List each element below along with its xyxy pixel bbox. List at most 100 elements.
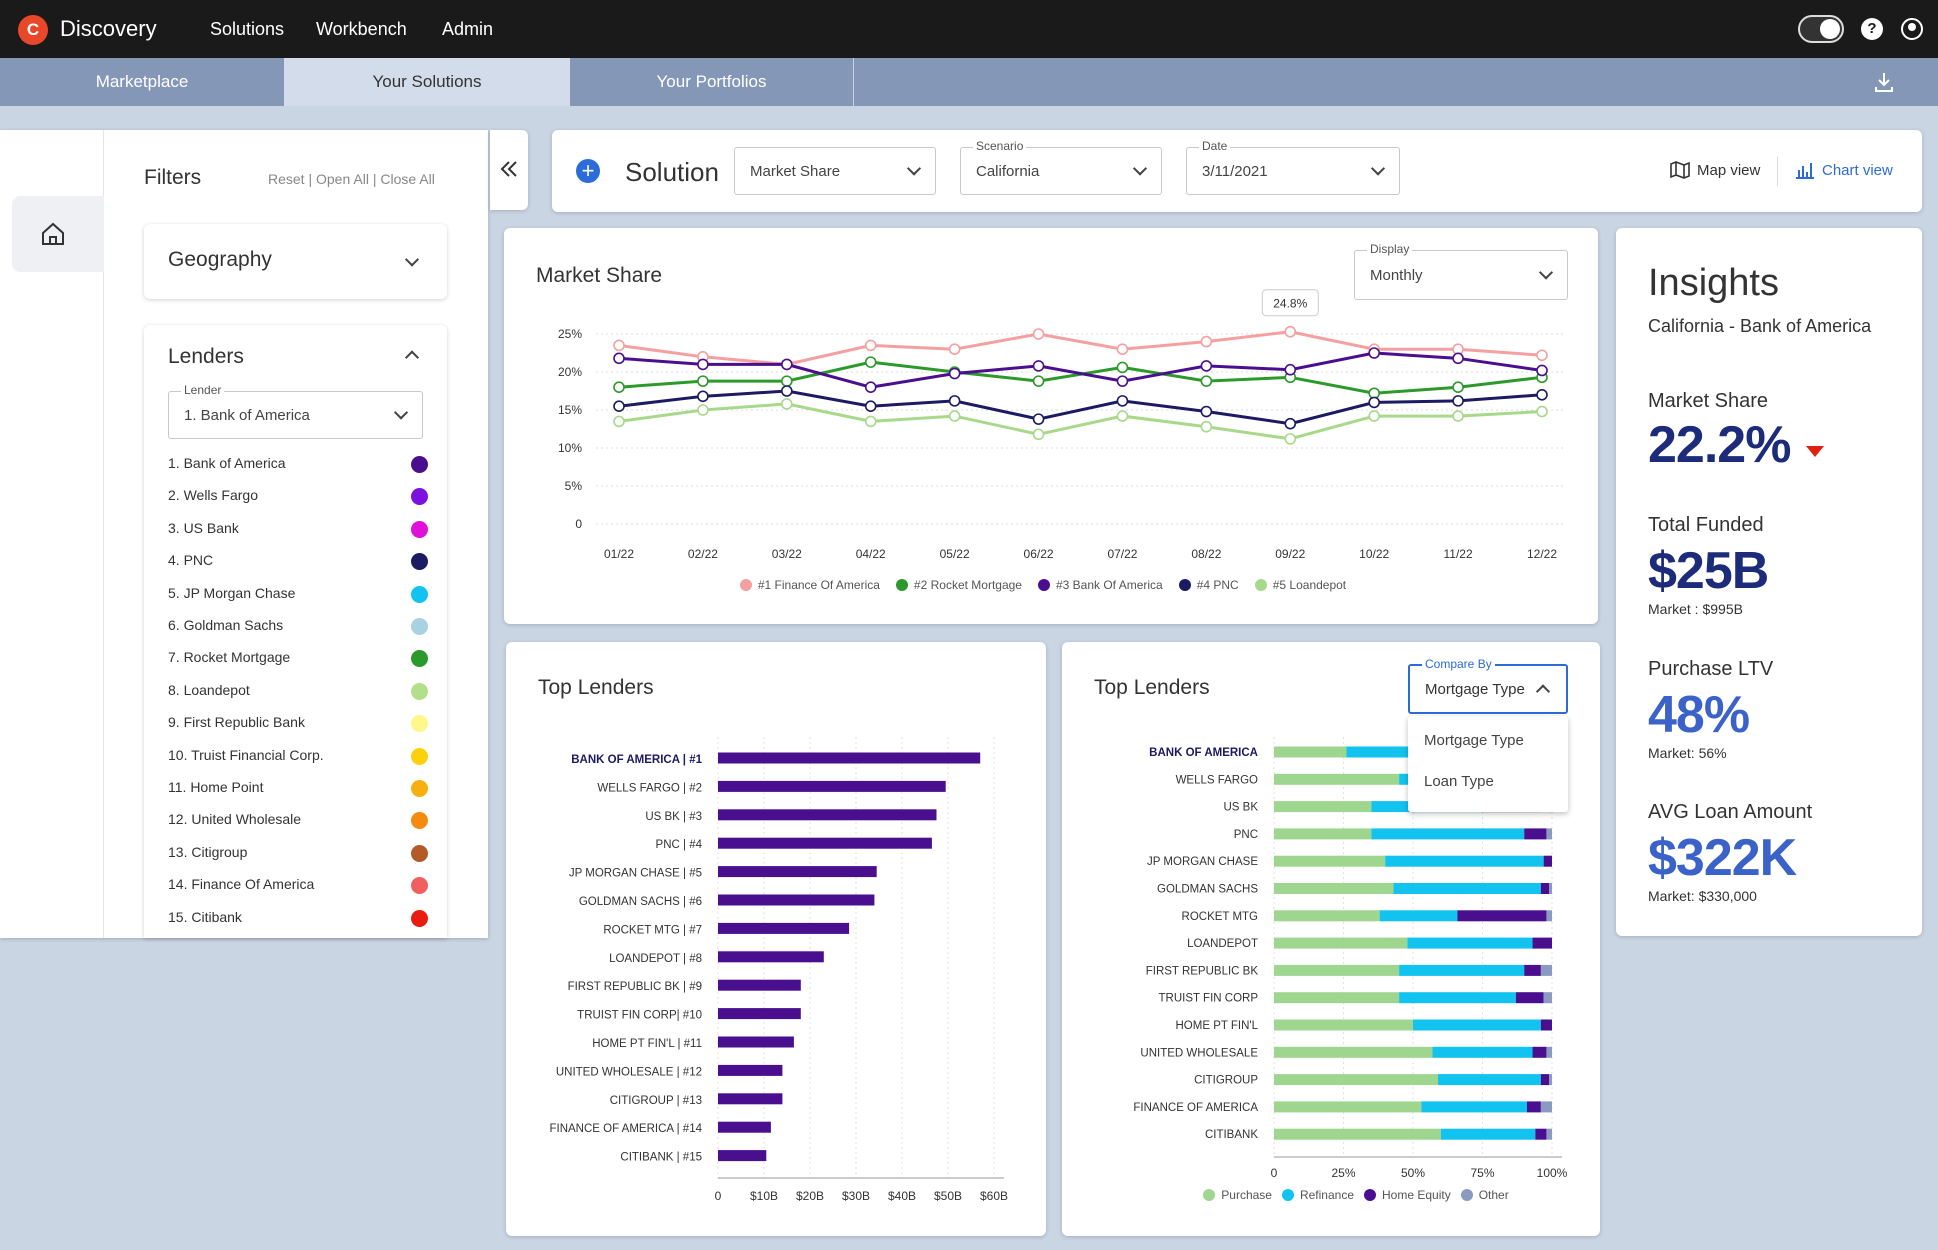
bar-segment [1546,828,1552,840]
data-point [781,358,793,371]
insights-title: Insights [1648,262,1779,304]
x-tick-label: 03/22 [772,547,802,561]
bar-label: ROCKET MTG | #7 [603,924,702,936]
legend-item[interactable]: #3 Bank Of America [1037,578,1163,592]
legend-label: Purchase [1221,1188,1272,1202]
bar-segment [1399,992,1516,1004]
lender-list: 1. Bank of America 2. Wells Fargo 3. US Ba… [168,455,428,938]
lender-list-item[interactable]: 9. First Republic Bank [168,714,428,734]
data-point [613,400,625,412]
open-all-link[interactable]: Open All [316,171,369,187]
y-tick-label: 25% [558,327,582,341]
bar-segment [1274,910,1380,922]
x-tick-label: 0 [715,1189,722,1203]
bar-label: WELLS FARGO [1176,774,1258,786]
chart-view-button[interactable]: Chart view [1795,161,1893,179]
close-all-link[interactable]: Close All [380,171,435,187]
chevron-up-icon[interactable] [404,350,420,365]
chevron-up-icon [1535,684,1551,699]
data-point [613,381,625,393]
legend-item[interactable]: #2 Rocket Mortgage [895,578,1022,592]
legend-item[interactable]: #1 Finance Of America [739,578,880,592]
legend-swatch [1364,1189,1377,1201]
data-point [1452,352,1464,365]
y-tick-label: 15% [558,403,582,417]
bar-segment [1274,773,1400,785]
lender-list-item[interactable]: 10. Truist Financial Corp. [168,747,428,767]
bar-segment [1457,910,1547,922]
tab-your-portfolios[interactable]: Your Portfolios [570,58,854,106]
legend-item[interactable]: Refinance [1281,1188,1354,1202]
tab-marketplace[interactable]: Marketplace [95,72,189,91]
option-loan-type[interactable]: Loan Type [1424,773,1494,790]
lender-color-dot [411,553,428,571]
theme-toggle[interactable] [1798,15,1844,43]
lender-list-item[interactable]: 3. US Bank [168,520,428,540]
lender-list-item[interactable]: 11. Home Point [168,779,428,799]
bar-label: BANK OF AMERICA | #1 [571,754,702,766]
bar-segment [1546,1128,1552,1140]
nav-workbench[interactable]: Workbench [316,19,407,39]
lender-list-item[interactable]: 2. Wells Fargo [168,487,428,507]
bar [718,1093,783,1105]
lender-list-item[interactable]: 15. Citibank [168,909,428,929]
scenario-select[interactable]: Scenario California [960,139,1162,195]
lender-color-dot [411,844,428,862]
lender-list-item[interactable]: 7. Rocket Mortgage [168,649,428,669]
x-tick-label: 100% [1537,1166,1568,1180]
add-icon[interactable]: + [576,159,600,183]
lender-list-item[interactable]: 13. Citigroup [168,844,428,864]
lender-name: 6. Goldman Sachs [168,617,284,633]
lender-list-item[interactable]: 14. Finance Of America [168,876,428,896]
nav-solutions[interactable]: Solutions [210,19,285,39]
bar-segment [1440,1128,1536,1140]
bar [718,837,932,849]
tab-your-solutions[interactable]: Your Solutions [284,58,570,106]
download-icon[interactable] [1872,70,1896,94]
home-button[interactable] [12,196,104,272]
map-view-button[interactable]: Map view [1670,161,1760,179]
lender-list-item[interactable]: 12. United Wholesale [168,811,428,831]
legend-item[interactable]: Purchase [1203,1188,1272,1202]
app-name[interactable]: Discovery [60,16,157,41]
legend-label: #5 Loandepot [1272,578,1347,592]
lender-list-item[interactable]: 6. Goldman Sachs [168,617,428,637]
lenders-accordion: Lenders Lender 1. Bank of America 1. Ban… [144,325,447,938]
collapse-button[interactable] [490,130,528,210]
x-tick-label: $30B [842,1189,870,1203]
bar-segment [1274,964,1400,976]
user-icon[interactable] [1901,18,1923,40]
bar-label: WELLS FARGO | #2 [597,782,702,794]
bar-label: TRUIST FIN CORP [1159,993,1259,1005]
lender-list-item[interactable]: 8. Loandepot [168,682,428,702]
data-point [1116,361,1129,374]
lender-list-item[interactable]: 4. PNC [168,552,428,572]
geography-accordion[interactable]: Geography [144,224,447,299]
bar-segment [1274,1019,1413,1031]
lender-select[interactable]: Lender 1. Bank of America [168,383,423,439]
reset-link[interactable]: Reset [268,171,305,187]
bar-segment [1526,1101,1541,1113]
data-point [613,339,625,352]
legend-item[interactable]: #5 Loandepot [1254,578,1347,592]
display-select[interactable]: Display Monthly [1354,242,1568,300]
lender-list-item[interactable]: 5. JP Morgan Chase [168,585,428,605]
legend-label: #2 Rocket Mortgage [913,578,1022,592]
legend-item[interactable]: #4 PNC [1178,578,1239,592]
option-mortgage-type[interactable]: Mortgage Type [1424,732,1524,749]
date-select[interactable]: Date 3/11/2021 [1186,139,1400,195]
solution-select[interactable]: Market Share [734,147,936,195]
nav-admin[interactable]: Admin [442,19,494,39]
bar-segment [1421,1101,1527,1113]
lender-list-item[interactable]: 1. Bank of America [168,455,428,475]
discovery-logo[interactable]: C [18,15,48,45]
compare-by-select[interactable]: Compare By Mortgage Type [1408,657,1568,714]
help-icon[interactable]: ? [1861,18,1883,40]
lender-name: 13. Citigroup [168,843,248,860]
data-point [948,395,961,407]
legend-item[interactable]: Home Equity [1364,1188,1451,1202]
bar-segment [1549,883,1552,894]
data-point [1452,381,1464,393]
legend-item[interactable]: Other [1460,1188,1509,1202]
x-tick-label: $40B [888,1189,916,1203]
